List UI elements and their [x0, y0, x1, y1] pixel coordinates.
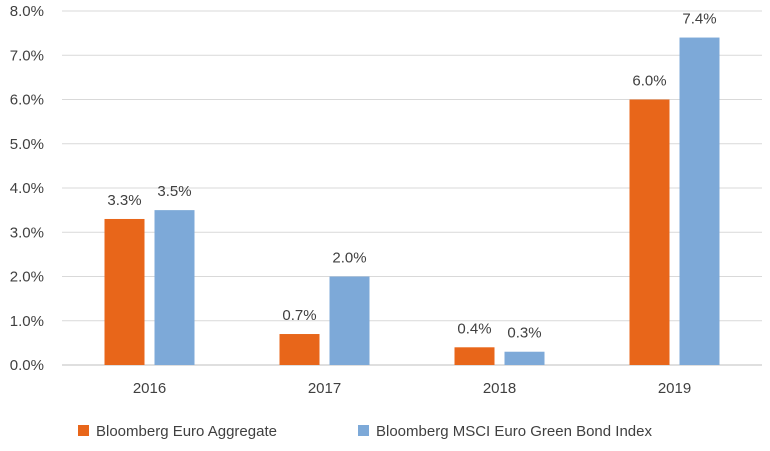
bar-green-bond-2018 — [504, 351, 545, 365]
bar-euro-aggregate-2019 — [629, 99, 670, 365]
y-tick-label: 1.0% — [10, 313, 44, 330]
legend-label: Bloomberg MSCI Euro Green Bond Index — [376, 423, 652, 440]
data-labels: 3.3% 3.5% 0.7% 2.0% 0.4% 0.3% 6.0% 7.4% — [107, 11, 716, 342]
bar-green-bond-2016 — [154, 210, 195, 365]
x-tick-label: 2017 — [308, 380, 341, 397]
x-axis-category-labels: 2016 2017 2018 2019 — [133, 380, 691, 397]
x-tick-label: 2018 — [483, 380, 516, 397]
bar-green-bond-2017 — [329, 276, 370, 365]
y-tick-label: 2.0% — [10, 269, 44, 286]
bar-green-bond-2019 — [679, 37, 720, 366]
data-label: 3.3% — [107, 192, 141, 209]
bars — [104, 37, 720, 366]
y-axis-tick-labels: 0.0% 1.0% 2.0% 3.0% 4.0% 5.0% 6.0% 7.0% 8.0% — [10, 3, 44, 374]
y-tick-label: 6.0% — [10, 92, 44, 109]
data-label: 7.4% — [682, 11, 716, 28]
data-label: 0.3% — [507, 325, 541, 342]
x-tick-label: 2019 — [658, 380, 691, 397]
y-tick-label: 8.0% — [10, 3, 44, 20]
x-tick-label: 2016 — [133, 380, 166, 397]
y-tick-label: 0.0% — [10, 357, 44, 374]
bar-euro-aggregate-2016 — [104, 218, 145, 365]
data-label: 2.0% — [332, 250, 366, 267]
legend: Bloomberg Euro Aggregate Bloomberg MSCI E… — [78, 423, 652, 440]
data-label: 0.7% — [282, 307, 316, 324]
data-label: 3.5% — [157, 183, 191, 200]
y-tick-label: 5.0% — [10, 136, 44, 153]
legend-swatch — [78, 425, 89, 436]
y-tick-label: 7.0% — [10, 47, 44, 64]
bar-euro-aggregate-2018 — [454, 347, 495, 365]
data-label: 6.0% — [632, 73, 666, 90]
legend-label: Bloomberg Euro Aggregate — [96, 423, 277, 440]
y-tick-label: 4.0% — [10, 180, 44, 197]
legend-swatch — [358, 425, 369, 436]
data-label: 0.4% — [457, 320, 491, 337]
bar-euro-aggregate-2017 — [279, 334, 320, 365]
y-tick-label: 3.0% — [10, 224, 44, 241]
